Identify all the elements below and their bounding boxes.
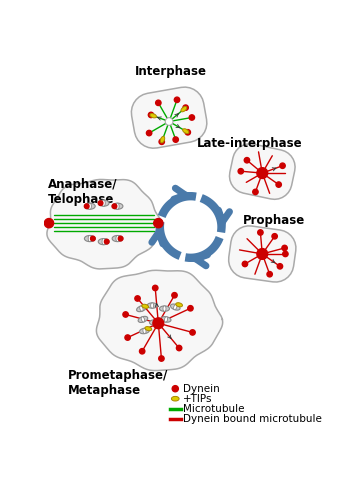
- Ellipse shape: [98, 200, 109, 206]
- Ellipse shape: [140, 306, 143, 311]
- Ellipse shape: [150, 320, 159, 325]
- Circle shape: [280, 163, 285, 168]
- Ellipse shape: [171, 304, 180, 310]
- Ellipse shape: [112, 203, 123, 209]
- Circle shape: [90, 236, 95, 241]
- Ellipse shape: [141, 317, 145, 322]
- Ellipse shape: [140, 328, 149, 334]
- Circle shape: [165, 118, 173, 125]
- Circle shape: [156, 100, 161, 106]
- Circle shape: [176, 345, 182, 351]
- Ellipse shape: [174, 304, 177, 310]
- Circle shape: [118, 236, 123, 241]
- Circle shape: [98, 201, 103, 205]
- Circle shape: [253, 189, 258, 194]
- Circle shape: [244, 157, 250, 163]
- Circle shape: [147, 131, 152, 136]
- Ellipse shape: [98, 239, 109, 245]
- Circle shape: [282, 245, 287, 251]
- Ellipse shape: [176, 303, 182, 307]
- Circle shape: [135, 296, 140, 301]
- Ellipse shape: [88, 203, 92, 209]
- Circle shape: [267, 272, 272, 277]
- Circle shape: [189, 115, 195, 120]
- Ellipse shape: [85, 236, 95, 241]
- Circle shape: [123, 312, 128, 317]
- Circle shape: [258, 230, 263, 235]
- Polygon shape: [229, 226, 296, 282]
- Text: Prophase: Prophase: [242, 214, 304, 227]
- Circle shape: [190, 330, 195, 335]
- Ellipse shape: [112, 236, 123, 241]
- Ellipse shape: [163, 306, 166, 312]
- Circle shape: [159, 139, 165, 144]
- Text: Dynein: Dynein: [183, 384, 220, 394]
- Ellipse shape: [116, 203, 119, 209]
- Circle shape: [45, 218, 54, 228]
- Ellipse shape: [145, 326, 152, 331]
- Circle shape: [276, 182, 282, 187]
- Circle shape: [112, 204, 117, 208]
- Ellipse shape: [160, 136, 165, 143]
- Circle shape: [154, 218, 163, 228]
- Ellipse shape: [183, 129, 189, 133]
- Circle shape: [152, 285, 158, 291]
- Circle shape: [153, 318, 164, 329]
- Ellipse shape: [85, 203, 95, 209]
- Circle shape: [172, 385, 179, 392]
- Text: Dynein bound microtubule: Dynein bound microtubule: [183, 414, 322, 424]
- Ellipse shape: [181, 107, 187, 112]
- Ellipse shape: [172, 396, 179, 401]
- Circle shape: [188, 306, 193, 311]
- Polygon shape: [132, 87, 207, 148]
- Circle shape: [174, 97, 180, 103]
- Ellipse shape: [102, 239, 105, 245]
- Text: +TIPs: +TIPs: [183, 394, 213, 404]
- Polygon shape: [229, 144, 295, 199]
- Ellipse shape: [116, 236, 119, 241]
- Ellipse shape: [143, 328, 146, 334]
- Circle shape: [148, 112, 154, 118]
- Ellipse shape: [153, 320, 156, 325]
- Polygon shape: [47, 180, 163, 269]
- Circle shape: [185, 130, 190, 135]
- Ellipse shape: [159, 306, 169, 312]
- Circle shape: [159, 356, 164, 361]
- Circle shape: [277, 264, 283, 269]
- Ellipse shape: [150, 114, 157, 118]
- Circle shape: [257, 249, 268, 259]
- Circle shape: [183, 105, 188, 110]
- Text: Microtubule: Microtubule: [183, 404, 244, 414]
- Polygon shape: [96, 270, 223, 371]
- Ellipse shape: [161, 317, 171, 322]
- Circle shape: [172, 292, 177, 298]
- Circle shape: [104, 240, 109, 244]
- Ellipse shape: [142, 304, 149, 308]
- Circle shape: [125, 335, 130, 340]
- Ellipse shape: [88, 236, 92, 241]
- Circle shape: [140, 348, 145, 354]
- Circle shape: [242, 261, 248, 267]
- Ellipse shape: [151, 303, 154, 308]
- Circle shape: [173, 137, 179, 142]
- Ellipse shape: [138, 316, 148, 323]
- Ellipse shape: [147, 303, 157, 308]
- Circle shape: [272, 234, 277, 239]
- Text: Interphase: Interphase: [135, 65, 207, 78]
- Circle shape: [238, 168, 244, 174]
- Ellipse shape: [165, 317, 168, 322]
- Circle shape: [85, 204, 89, 208]
- Text: Anaphase/
Telophase: Anaphase/ Telophase: [48, 179, 118, 206]
- Ellipse shape: [137, 306, 146, 312]
- Text: Late-interphase: Late-interphase: [197, 137, 302, 150]
- Circle shape: [283, 251, 288, 257]
- Circle shape: [257, 168, 268, 179]
- Text: Prometaphase/
Metaphase: Prometaphase/ Metaphase: [68, 370, 168, 397]
- Ellipse shape: [102, 200, 105, 206]
